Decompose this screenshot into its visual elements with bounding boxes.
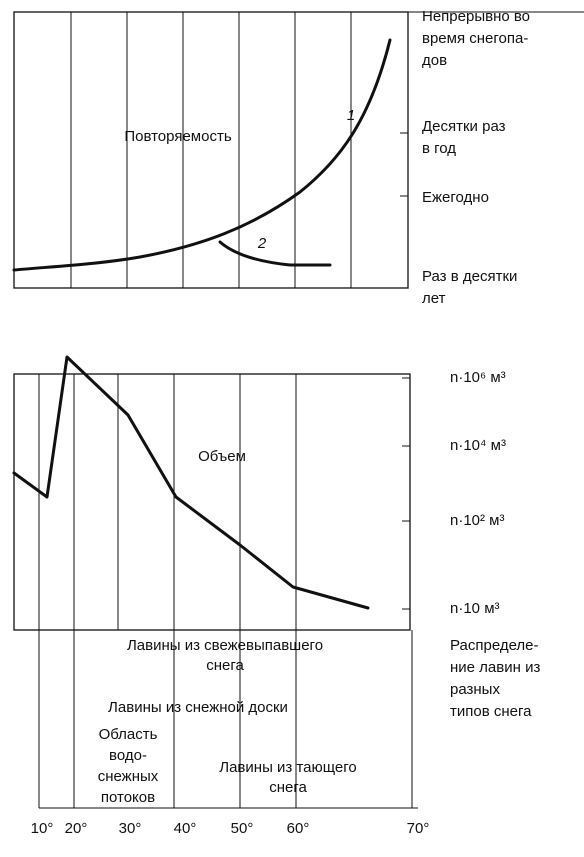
top-grid [70, 12, 408, 288]
x-label: 40° [174, 820, 197, 837]
zone-label: водо- [109, 747, 147, 764]
zone-label: потоков [101, 789, 155, 806]
x-label: 50° [231, 820, 254, 837]
legend-label: ние лавин из [450, 659, 540, 676]
curve-1 [12, 38, 392, 272]
x-label: 60° [287, 820, 310, 837]
bottom-grid [38, 374, 418, 809]
chart-label: Повторяемость [124, 128, 231, 145]
volume-curve [12, 355, 370, 610]
scale-label: n·10⁴ м³ [450, 437, 506, 454]
x-label: 70° [407, 820, 430, 837]
scale-label: Непрерывно во [422, 8, 530, 25]
chart-label: Объем [198, 448, 246, 465]
legend-label: разных [450, 681, 500, 698]
bottom-frame [13, 373, 411, 631]
zone-label: снежных [98, 768, 159, 785]
scale-label: в год [422, 140, 456, 157]
legend-label: Распределе- [450, 637, 539, 654]
zone-label: снега [206, 657, 244, 674]
legend-label: типов снега [450, 703, 532, 720]
scale-label: n·10 м³ [450, 600, 500, 617]
curve-2 [218, 240, 332, 267]
zone-label: Лавины из снежной доски [108, 699, 288, 716]
x-label: 20° [65, 820, 88, 837]
scale-label: Ежегодно [422, 189, 489, 206]
curve-label: 2 [257, 235, 267, 252]
top-frame [13, 11, 409, 289]
zone-label: Лавины из тающего [219, 759, 356, 776]
scale-label: лет [422, 290, 446, 307]
curve-label: 1 [347, 107, 355, 124]
scale-label: n·10⁶ м³ [450, 369, 506, 386]
zone-label: Лавины из свежевыпавшего [127, 637, 323, 654]
scale-label: дов [422, 52, 447, 69]
x-label: 10° [31, 820, 54, 837]
scale-label: время снегопа- [422, 30, 528, 47]
zone-label: снега [269, 779, 307, 796]
scale-label: Десятки раз [422, 118, 506, 135]
scale-label: n·10² м³ [450, 512, 505, 529]
zone-label: Область [99, 726, 158, 743]
scale-label: Раз в десятки [422, 268, 517, 285]
x-label: 30° [119, 820, 142, 837]
